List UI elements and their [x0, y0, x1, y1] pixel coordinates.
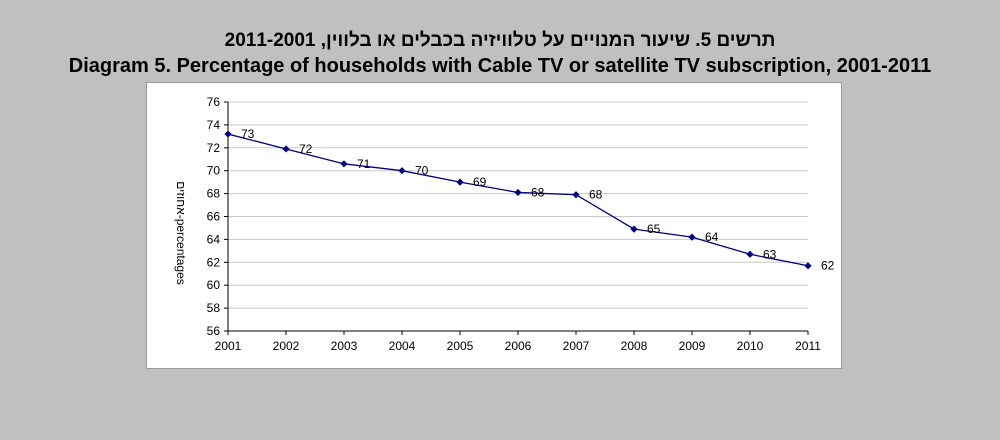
- x-tick-label: 2002: [273, 339, 300, 353]
- data-point: [630, 225, 638, 233]
- y-tick-label: 68: [207, 187, 221, 201]
- x-tick-label: 2011: [795, 339, 821, 353]
- data-label: 68: [589, 188, 603, 202]
- x-tick-label: 2001: [215, 339, 242, 353]
- x-tick-label: 2010: [737, 339, 764, 353]
- data-label: 69: [473, 175, 487, 189]
- data-point: [224, 130, 232, 138]
- x-tick-label: 2009: [679, 339, 706, 353]
- y-tick-label: 66: [207, 210, 221, 224]
- x-tick-label: 2005: [447, 339, 474, 353]
- data-point: [688, 233, 696, 241]
- data-label: 70: [415, 164, 429, 178]
- data-label: 68: [531, 185, 545, 199]
- data-point: [398, 167, 406, 175]
- y-tick-label: 76: [207, 95, 221, 109]
- data-label: 72: [299, 142, 313, 156]
- data-label: 73: [241, 127, 255, 141]
- x-tick-label: 2006: [505, 339, 532, 353]
- data-label: 63: [763, 247, 777, 261]
- x-tick-label: 2008: [621, 339, 648, 353]
- x-tick-label: 2007: [563, 339, 590, 353]
- data-label: 64: [705, 230, 719, 244]
- series-line: [227, 133, 809, 267]
- data-point: [746, 250, 754, 258]
- data-point: [572, 191, 580, 199]
- chart-title-hebrew: תרשים 5. שיעור המנויים על טלוויזיה בכבלי…: [224, 30, 776, 51]
- chart-area: 56 58 60 62 64 66 68 70 72 74 76 2001 2002 2003 2004 20…: [146, 82, 842, 369]
- data-label: 62: [821, 259, 835, 273]
- y-tick-label: 74: [207, 118, 221, 132]
- line-chart: 56 58 60 62 64 66 68 70 72 74 76 2001 2002 2003 2004 20…: [174, 95, 835, 353]
- y-tick-label: 56: [207, 324, 221, 338]
- data-label: 71: [357, 157, 371, 171]
- y-tick-label: 60: [207, 278, 221, 292]
- data-point: [282, 145, 290, 153]
- y-tick-label: 70: [207, 164, 221, 178]
- y-tick-label: 72: [207, 141, 221, 155]
- x-tick-label: 2004: [389, 339, 416, 353]
- data-point: [514, 188, 522, 197]
- y-tick-label: 58: [207, 301, 221, 315]
- data-point: [804, 262, 812, 270]
- y-tick-label: 64: [207, 232, 221, 246]
- y-tick-label: 62: [207, 255, 221, 269]
- y-axis-label: אחוזים-percentages: [174, 181, 188, 285]
- data-point: [456, 178, 464, 186]
- data-label: 65: [647, 222, 661, 236]
- chart-title: Diagram 5. Percentage of households with…: [68, 55, 932, 77]
- x-tick-label: 2003: [331, 339, 358, 353]
- data-point: [340, 160, 348, 168]
